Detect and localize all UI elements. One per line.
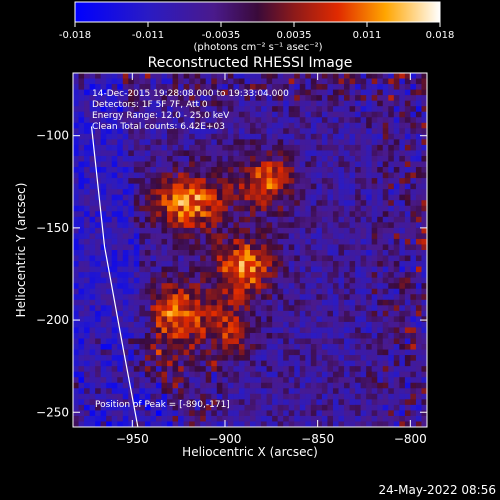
colorbar-tick-label: 0.018 xyxy=(426,30,455,41)
solar-limb-curve xyxy=(90,126,139,427)
peak-position-label: Position of Peak = [-890,-171] xyxy=(95,400,230,410)
annotation-time-range: 14-Dec-2015 19:28:08.000 to 19:33:04.000 xyxy=(92,89,289,99)
colorbar-tick-label: 0.011 xyxy=(353,30,382,41)
plot-frame xyxy=(72,72,428,428)
timestamp: 24-May-2022 08:56 xyxy=(379,483,496,497)
plot-area: −950 −900 −850 −800 −100 −150 −200 −250 xyxy=(36,72,428,446)
x-tick-label: −950 xyxy=(116,432,149,446)
y-tick-label: −250 xyxy=(36,405,69,419)
x-axis-label: Heliocentric X (arcsec) xyxy=(182,445,318,459)
colorbar-tick-label: -0.0035 xyxy=(202,30,241,41)
colorbar-tick-label: -0.018 xyxy=(59,30,91,41)
y-tick-label: −200 xyxy=(36,313,69,327)
colorbar: -0.018 -0.011 -0.0035 0.0035 0.011 0.018 (pho… xyxy=(59,1,454,53)
annotation-block: 14-Dec-2015 19:28:08.000 to 19:33:04.000… xyxy=(92,89,289,132)
x-tick-label: −900 xyxy=(208,432,241,446)
y-axis-label: Heliocentric Y (arcsec) xyxy=(14,183,28,318)
y-tick-label: −150 xyxy=(36,221,69,235)
heatmap-pixels xyxy=(73,73,427,427)
annotation-energy-range: Energy Range: 12.0 - 25.0 keV xyxy=(92,111,230,121)
axis-ticks: −950 −900 −850 −800 −100 −150 −200 −250 xyxy=(36,73,427,446)
colorbar-tick-label: -0.011 xyxy=(132,30,164,41)
x-tick-label: −850 xyxy=(301,432,334,446)
colorbar-gradient xyxy=(74,1,441,23)
annotation-detectors: Detectors: 1F 5F 7F, Att 0 xyxy=(92,100,208,110)
colorbar-tick-label: 0.0035 xyxy=(277,30,312,41)
y-tick-label: −100 xyxy=(36,129,69,143)
annotation-clean-counts: Clean Total counts: 6.42E+03 xyxy=(92,122,225,132)
chart-title: Reconstructed RHESSI Image xyxy=(148,55,353,71)
colorbar-ticks: -0.018 -0.011 -0.0035 0.0035 0.011 0.018 xyxy=(59,22,454,41)
x-tick-label: −800 xyxy=(394,432,427,446)
colorbar-label: (photons cm⁻² s⁻¹ asec⁻²) xyxy=(193,42,322,53)
